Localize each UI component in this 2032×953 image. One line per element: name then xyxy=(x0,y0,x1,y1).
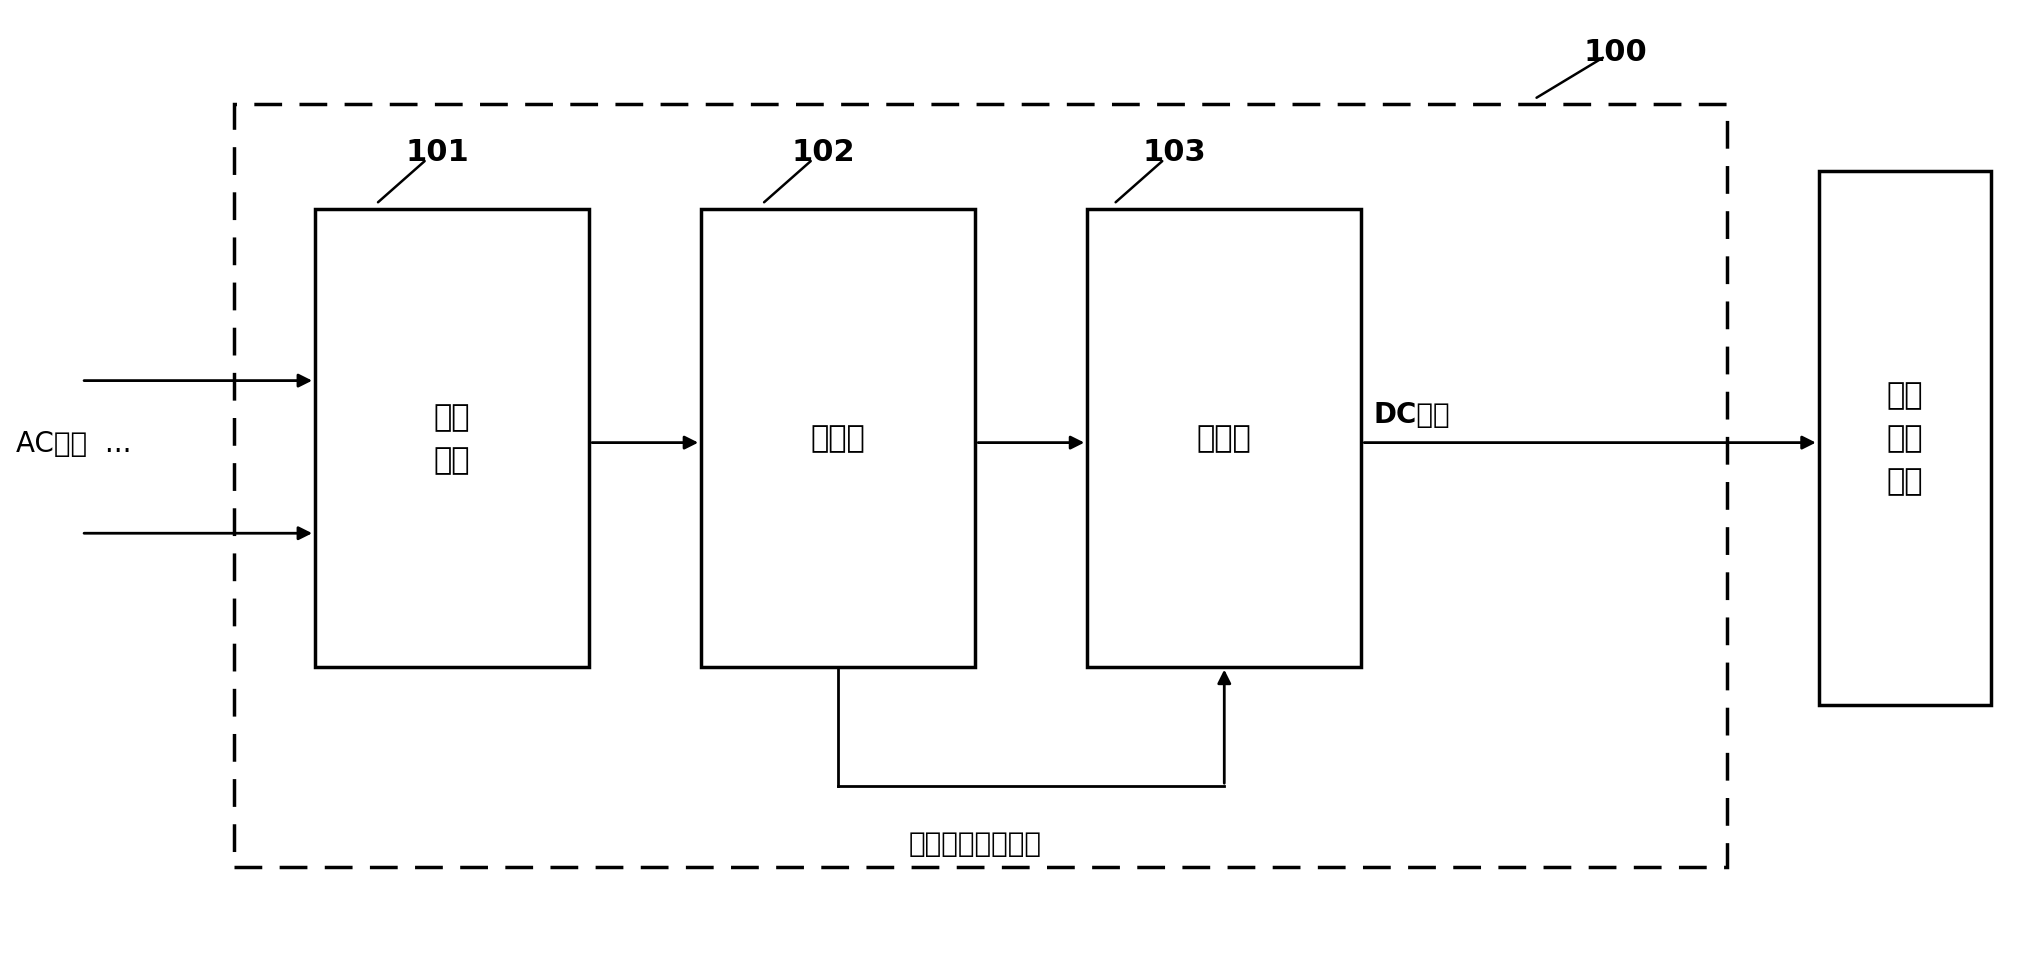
Text: 输入
单元: 输入 单元 xyxy=(435,402,469,475)
Text: 功率
驱动
装置: 功率 驱动 装置 xyxy=(1888,381,1922,496)
Bar xyxy=(1087,210,1361,667)
Text: 103: 103 xyxy=(1142,138,1207,167)
Bar xyxy=(315,210,589,667)
Bar xyxy=(1819,172,1991,705)
Text: DC电压: DC电压 xyxy=(1374,400,1451,429)
Text: 整流器: 整流器 xyxy=(811,424,866,453)
Bar xyxy=(234,105,1727,867)
Text: 100: 100 xyxy=(1583,38,1648,67)
Text: AC电压  ...: AC电压 ... xyxy=(16,429,132,457)
Text: 控制器: 控制器 xyxy=(1197,424,1252,453)
Text: 102: 102 xyxy=(790,138,855,167)
Text: 操作谐振负载电路: 操作谐振负载电路 xyxy=(908,829,1042,858)
Text: 101: 101 xyxy=(404,138,469,167)
Bar xyxy=(701,210,975,667)
